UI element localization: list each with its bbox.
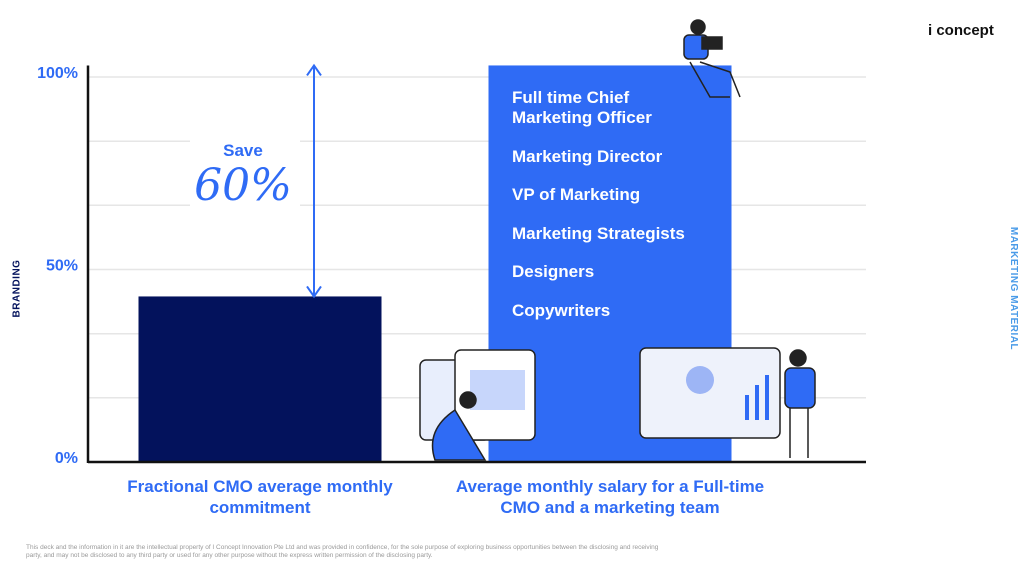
x-category-label: Fractional CMO average monthly commitmen… — [127, 477, 393, 517]
y-tick-label: 0% — [55, 450, 78, 467]
illustration — [419, 19, 816, 461]
bar — [138, 296, 382, 462]
brand-logo: i concept — [928, 22, 994, 39]
annotation-bg — [190, 138, 300, 210]
bar-text-item: Marketing Director — [512, 146, 663, 166]
save-arrow — [306, 63, 322, 299]
bar-text-list: Full time Chief Marketing Officer Marketi… — [512, 88, 712, 339]
side-label: BRANDING — [11, 259, 23, 318]
bar-text-item: Copywriters — [512, 300, 611, 320]
annotation-label: Save — [223, 141, 263, 160]
y-tick-label: 100% — [37, 65, 78, 82]
bar-text-item: Full time Chief Marketing Officer — [512, 88, 652, 127]
bar-text-item: VP of Marketing — [512, 185, 641, 204]
y-tick-label: 50% — [46, 258, 78, 275]
x-category-label: Average monthly salary for a Full-time C… — [455, 477, 765, 517]
footer-disclaimer: This deck and the information in it are … — [26, 544, 659, 559]
bar-text-item: Designers — [512, 262, 595, 281]
side-label: MARKETING MATERIAL — [1008, 226, 1020, 351]
bar-text-item: Marketing Strategists — [512, 223, 685, 243]
annotation-value: 60% — [194, 160, 292, 211]
